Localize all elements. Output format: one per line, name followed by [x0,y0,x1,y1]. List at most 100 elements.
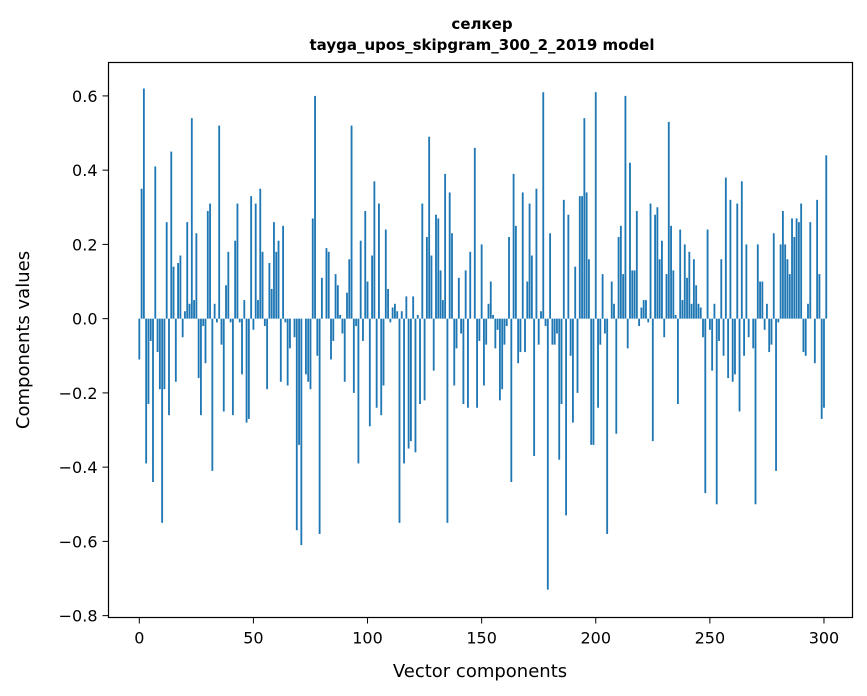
bar [740,181,743,319]
bar [823,318,825,408]
bar [542,92,545,319]
bar [498,318,501,401]
bar [174,318,177,382]
bar [293,318,296,338]
bar [756,244,759,319]
bar [357,318,360,464]
x-tick-label: 250 [695,629,726,648]
bar [517,318,520,364]
bar [177,262,180,319]
bar [606,318,609,534]
bar [763,318,766,330]
bar [681,300,684,319]
bar [234,240,237,319]
bar [252,318,255,330]
bar [348,259,351,319]
y-tick-label: 0.6 [72,87,97,106]
bar [793,236,796,319]
bar [677,318,679,405]
bar [419,318,421,405]
bar [218,125,221,319]
bar [795,218,798,319]
bar [273,222,275,319]
bar [711,318,714,371]
bar [572,318,574,423]
bar [330,318,332,360]
bar [629,162,631,319]
bar [674,314,677,319]
bar [736,203,739,319]
bar [190,118,193,319]
bar [603,318,606,334]
bar [802,318,805,353]
bar [574,266,577,319]
x-tick-label: 300 [809,629,840,648]
bar [359,240,362,319]
bar [320,277,323,319]
bar [560,318,563,405]
bar [243,300,246,319]
bar [314,95,316,319]
bar [800,203,803,319]
bar [770,318,773,345]
bar [446,318,449,523]
bar [396,311,399,319]
bar [558,318,561,460]
bar [496,318,499,330]
bar [140,188,143,319]
bar [688,251,691,319]
bar [467,318,469,408]
bar [257,300,259,319]
bar [651,318,654,442]
bar [494,318,497,349]
bar [704,318,707,494]
bar [820,318,823,419]
bar [549,233,552,319]
bar [649,203,652,319]
bar [553,318,556,345]
bar [215,318,218,323]
bar [464,270,467,319]
bar [729,199,732,319]
bar [286,318,289,386]
x-axis-ticks: 0 50 100 150 200 250 300 [134,617,840,648]
bar [585,192,588,319]
x-tick-label: 200 [580,629,611,648]
bar [825,155,828,319]
x-tick-label: 50 [243,629,263,648]
bar [307,318,310,382]
bar [587,259,590,319]
bar [594,92,597,319]
bar [209,203,211,319]
bar [514,225,517,319]
bar [439,270,442,319]
bar [528,203,531,319]
bar [343,318,346,382]
bar [469,251,472,319]
bar [738,318,741,412]
bar [690,303,693,319]
bar [521,192,524,319]
bar [398,318,401,523]
bar [222,318,225,412]
bar [727,318,730,379]
bar [416,314,419,319]
bar [380,318,383,416]
bar [389,318,392,323]
bar [519,318,522,353]
bar [535,188,538,319]
bar [661,240,663,319]
bar [405,296,408,319]
bar [181,318,184,338]
bar [663,318,666,338]
bar [718,318,720,341]
bar [407,318,410,449]
bar [526,281,529,319]
bar [145,318,148,464]
bar [195,233,198,319]
bar [259,188,262,319]
bar [743,318,746,356]
bar [638,318,641,327]
bar [254,203,257,319]
